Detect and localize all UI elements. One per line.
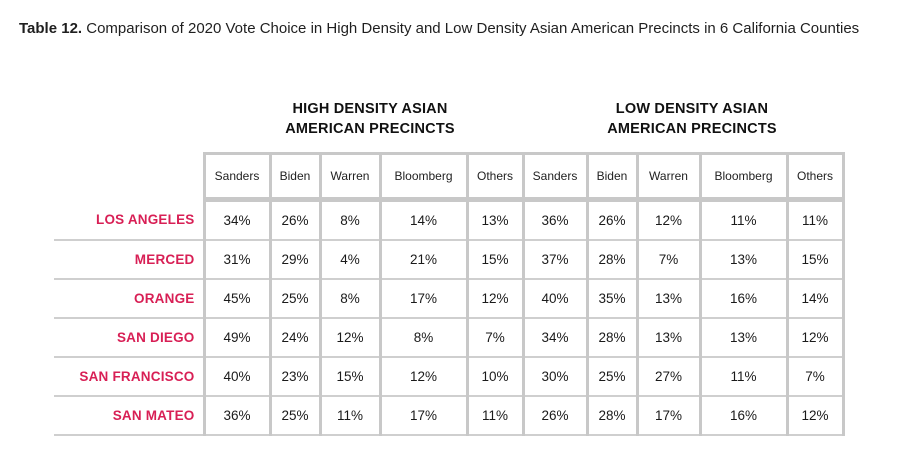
vote-choice-table: Sanders Biden Warren Bloomberg Others Sa… [54,152,845,436]
table-cell: 11% [698,357,789,397]
county-label: LOS ANGELES [54,199,204,241]
table-cell: 17% [378,279,469,319]
table-cell: 15% [465,240,525,280]
table-number: Table 12. [19,20,83,37]
table-cell: 28% [585,396,639,436]
table-cell: 34% [521,318,589,358]
table-cell: 31% [202,240,272,280]
column-header: Sanders [521,152,589,202]
table-cell: 26% [585,199,639,241]
group-header-high-line2: AMERICAN PRECINCTS [285,121,455,137]
table-cell: 16% [698,279,789,319]
table-cell: 12% [318,318,382,358]
table-cell: 26% [521,396,589,436]
county-label: SAN MATEO [54,396,204,436]
column-header: Bloomberg [698,152,789,202]
table-cell: 14% [785,279,845,319]
table-cell: 34% [202,199,272,241]
column-header: Others [465,152,525,202]
table-cell: 12% [785,396,845,436]
table-cell: 21% [378,240,469,280]
table-cell: 15% [318,357,382,397]
table-cell: 12% [635,199,702,241]
group-header-high-density: HIGH DENSITY ASIAN AMERICAN PRECINCTS [250,99,490,139]
county-label: SAN DIEGO [54,318,204,358]
table-cell: 24% [268,318,322,358]
county-label: MERCED [54,240,204,280]
table-cell: 7% [785,357,845,397]
table-cell: 11% [318,396,382,436]
table-cell: 12% [785,318,845,358]
table-cell: 28% [585,240,639,280]
table-cell: 13% [698,240,789,280]
group-header-low-density: LOW DENSITY ASIAN AMERICAN PRECINCTS [572,99,812,139]
table-cell: 17% [378,396,469,436]
table-cell: 14% [378,199,469,241]
header-corner [54,154,204,200]
county-label: ORANGE [54,279,204,319]
table-cell: 17% [635,396,702,436]
table-row: SAN FRANCISCO 40% 23% 15% 12% 10% 30% 25… [54,357,845,397]
table-cell: 29% [268,240,322,280]
table-cell: 13% [698,318,789,358]
group-header-high-line1: HIGH DENSITY ASIAN [292,101,448,117]
table-cell: 4% [318,240,382,280]
group-header-low-line1: LOW DENSITY ASIAN [615,101,769,117]
table-cell: 13% [465,199,525,241]
table-cell: 25% [268,279,322,319]
table-cell: 49% [202,318,272,358]
table-cell: 25% [268,396,322,436]
table-cell: 13% [635,318,702,358]
table-cell: 7% [635,240,702,280]
table-cell: 8% [318,199,382,241]
table-cell: 11% [698,199,789,241]
table-cell: 16% [698,396,789,436]
column-header: Sanders [202,152,272,202]
table-cell: 36% [202,396,272,436]
table-cell: 7% [465,318,525,358]
table-cell: 12% [465,279,525,319]
table-cell: 11% [785,199,845,241]
table-row: SAN DIEGO 49% 24% 12% 8% 7% 34% 28% 13% … [54,318,845,358]
column-header: Bloomberg [378,152,469,202]
table-cell: 35% [585,279,639,319]
table-cell: 25% [585,357,639,397]
group-header-low-line2: AMERICAN PRECINCTS [607,121,777,137]
table-row: ORANGE 45% 25% 8% 17% 12% 40% 35% 13% 16… [54,279,845,319]
column-header: Biden [268,152,322,202]
table-cell: 11% [465,396,525,436]
table-cell: 15% [785,240,845,280]
table-cell: 26% [268,199,322,241]
table-cell: 36% [521,199,589,241]
table-cell: 37% [521,240,589,280]
table-cell: 27% [635,357,702,397]
table-cell: 8% [378,318,469,358]
table-cell: 12% [378,357,469,397]
column-header: Others [785,152,845,202]
table-cell: 8% [318,279,382,319]
table-row: LOS ANGELES 34% 26% 8% 14% 13% 36% 26% 1… [54,199,845,241]
table-row: SAN MATEO 36% 25% 11% 17% 11% 26% 28% 17… [54,396,845,436]
table-cell: 45% [202,279,272,319]
table-cell: 28% [585,318,639,358]
column-header: Warren [318,152,382,202]
table-cell: 40% [521,279,589,319]
column-header: Warren [635,152,702,202]
table-cell: 40% [202,357,272,397]
table-row: MERCED 31% 29% 4% 21% 15% 37% 28% 7% 13%… [54,240,845,280]
column-header: Biden [585,152,639,202]
table-cell: 13% [635,279,702,319]
table-title: Comparison of 2020 Vote Choice in High D… [82,20,860,37]
table-caption: Table 12. Comparison of 2020 Vote Choice… [19,17,889,41]
table-cell: 10% [465,357,525,397]
table-cell: 23% [268,357,322,397]
table-cell: 30% [521,357,589,397]
column-header-row: Sanders Biden Warren Bloomberg Others Sa… [54,152,845,202]
county-label: SAN FRANCISCO [54,357,204,397]
